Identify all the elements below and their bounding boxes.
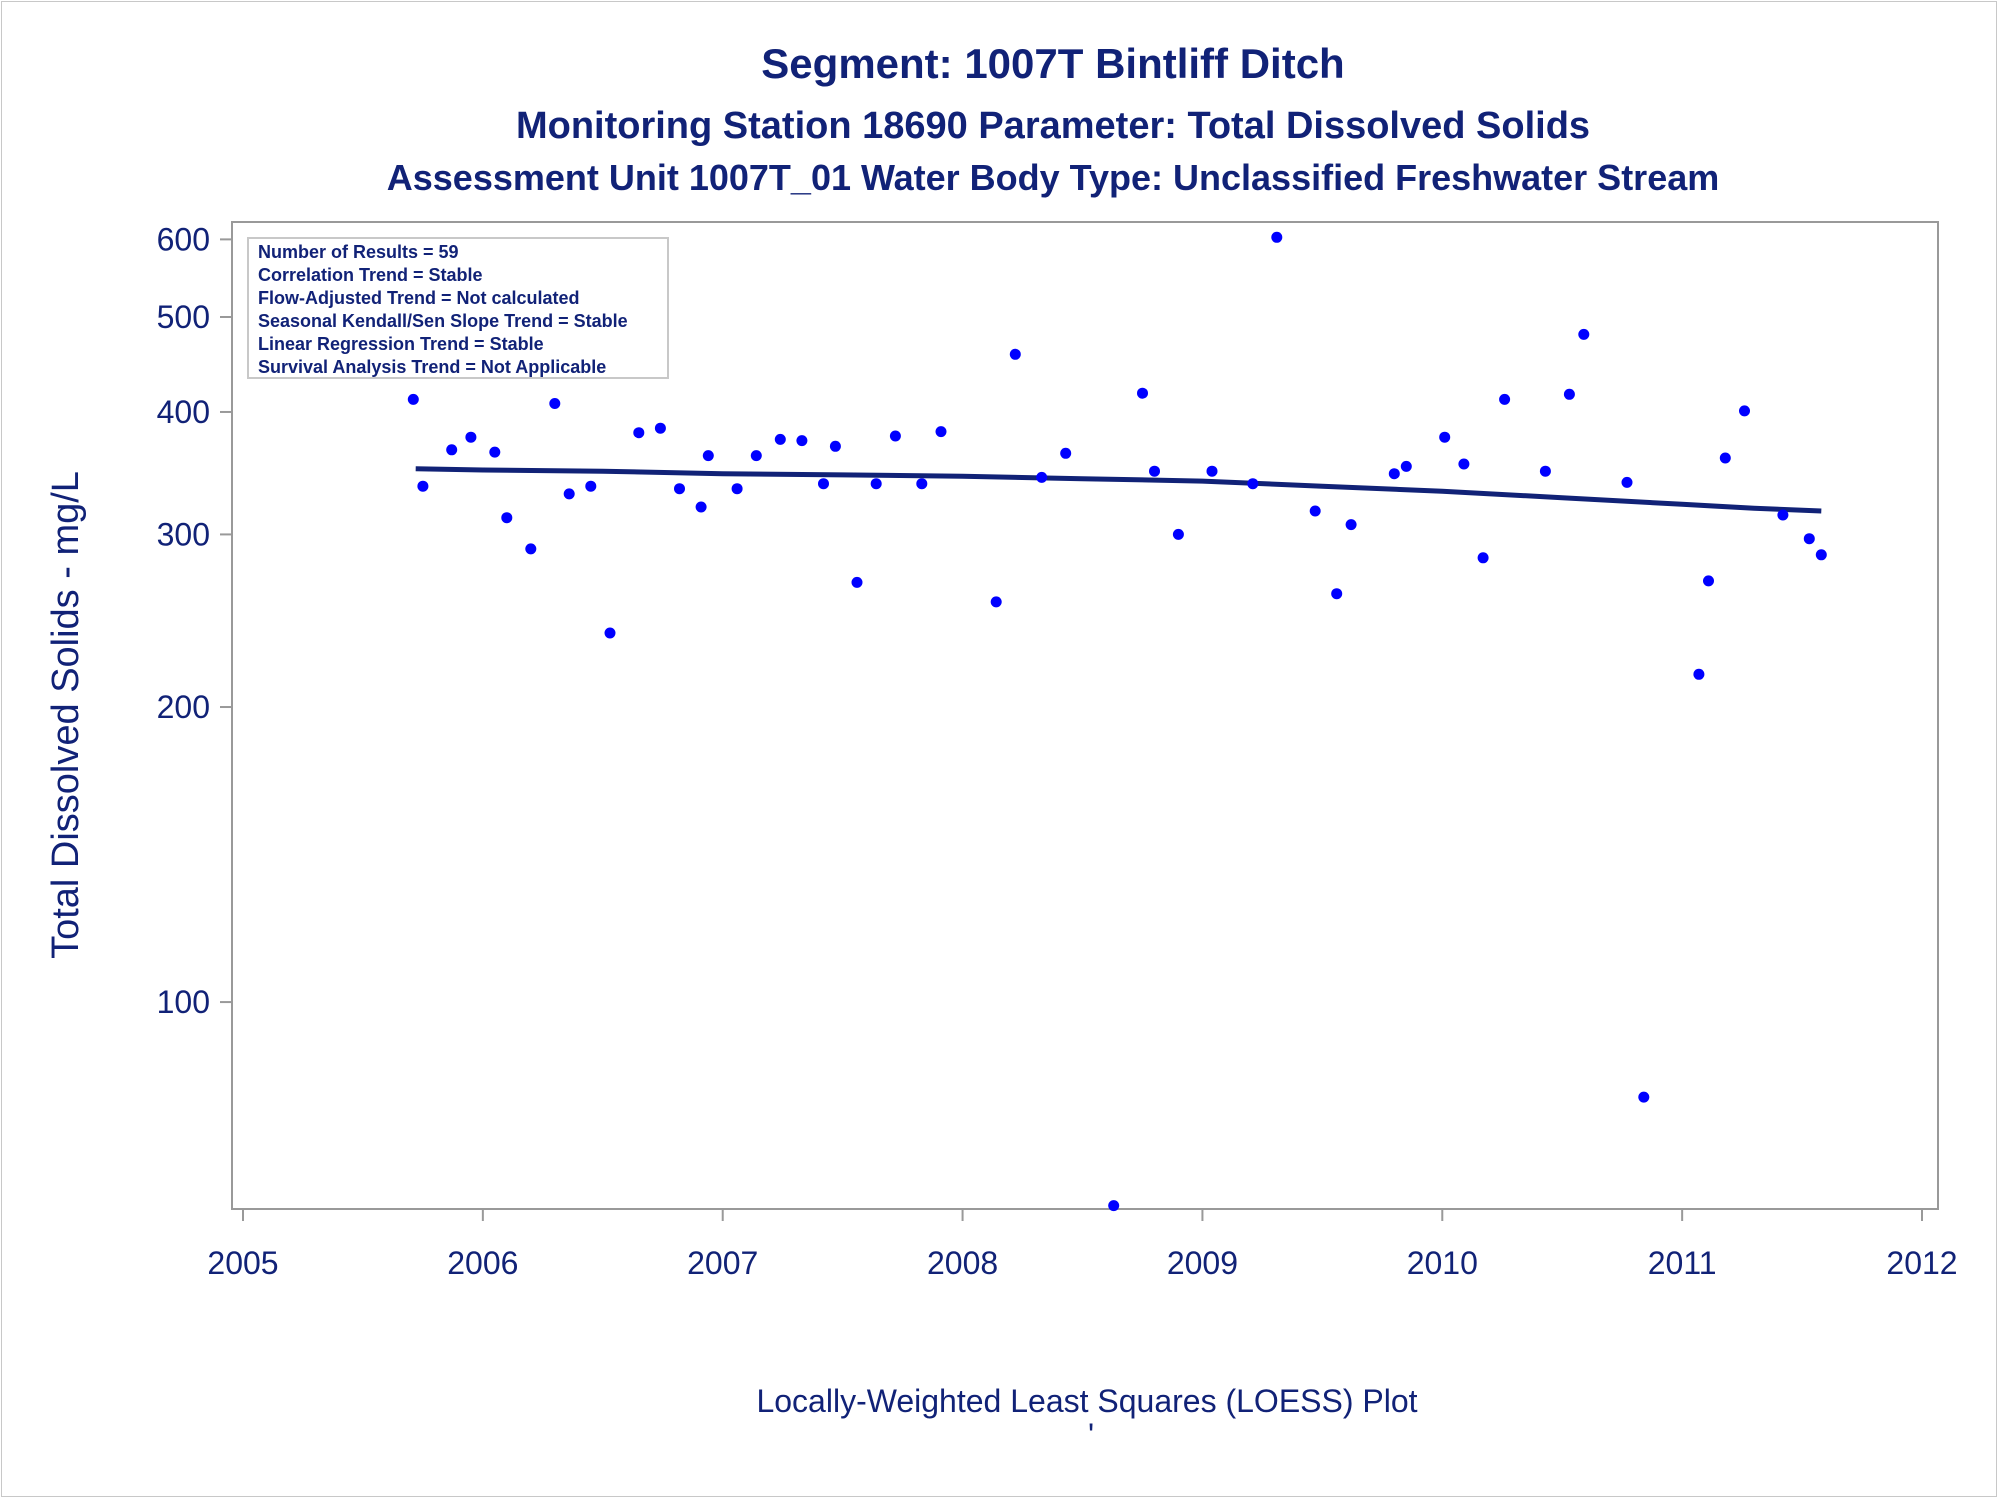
data-point xyxy=(818,478,829,490)
x-tick-label: 2009 xyxy=(1167,1245,1238,1281)
data-point xyxy=(563,488,575,500)
trend-summary-box: Number of Results = 59 Correlation Trend… xyxy=(247,237,669,379)
data-point xyxy=(870,478,882,490)
data-point xyxy=(1703,575,1714,587)
data-point xyxy=(1458,458,1470,470)
x-tick-label: 2012 xyxy=(1886,1245,1957,1281)
data-point xyxy=(525,543,537,555)
y-tick-label: 500 xyxy=(157,299,210,335)
x-tick-label: 2005 xyxy=(207,1245,278,1281)
data-point xyxy=(549,398,561,409)
data-point xyxy=(633,427,645,439)
data-point xyxy=(1499,393,1511,405)
x-tick-label: 2006 xyxy=(447,1245,518,1281)
data-point xyxy=(702,450,714,462)
data-point xyxy=(796,435,808,447)
x-tick-label: 2010 xyxy=(1407,1245,1478,1281)
data-point xyxy=(889,430,901,442)
data-point xyxy=(1149,465,1160,477)
data-point xyxy=(731,483,743,495)
chart-title: Segment: 1007T Bintliff Ditch xyxy=(761,40,1344,87)
data-point xyxy=(465,431,477,443)
loess-trend-line xyxy=(415,466,1822,514)
data-point xyxy=(1206,465,1218,477)
y-tick-label: 300 xyxy=(157,516,210,552)
data-point xyxy=(1331,588,1343,600)
data-point xyxy=(851,576,863,588)
y-tick-label: 400 xyxy=(157,394,210,430)
y-tick-label: 600 xyxy=(157,221,210,257)
chart-footnote: Locally-Weighted Least Squares (LOESS) P… xyxy=(756,1383,1417,1419)
data-point xyxy=(407,393,419,405)
data-point xyxy=(501,512,513,524)
data-point xyxy=(1388,468,1400,480)
data-point xyxy=(1578,328,1590,340)
data-point xyxy=(1247,478,1259,490)
data-point xyxy=(604,627,616,639)
x-tick-label: 2011 xyxy=(1648,1245,1717,1281)
data-point xyxy=(750,450,762,462)
y-axis-label: Total Dissolved Solids - mg/L xyxy=(45,471,87,959)
summary-linear-regression-trend: Linear Regression Trend = Stable xyxy=(258,334,544,354)
data-point xyxy=(990,596,1002,608)
summary-flow-adjusted-trend: Flow-Adjusted Trend = Not calculated xyxy=(258,288,580,308)
summary-survival-analysis-trend: Survival Analysis Trend = Not Applicable xyxy=(258,357,606,377)
data-point xyxy=(935,426,947,438)
y-tick-label: 100 xyxy=(157,984,210,1020)
data-point xyxy=(829,440,841,452)
data-point xyxy=(1621,476,1633,488)
data-point xyxy=(674,483,685,495)
data-point xyxy=(1638,1091,1650,1103)
data-point xyxy=(446,444,458,456)
summary-seasonal-kendall-trend: Seasonal Kendall/Sen Slope Trend = Stabl… xyxy=(258,311,628,331)
data-point xyxy=(1539,465,1551,477)
summary-correlation-trend: Correlation Trend = Stable xyxy=(258,265,483,285)
data-point xyxy=(1693,668,1705,680)
plot-area xyxy=(231,221,1939,1210)
data-point xyxy=(1172,528,1184,540)
data-point xyxy=(774,433,786,445)
data-point xyxy=(654,422,666,434)
data-point xyxy=(489,446,501,458)
data-point xyxy=(1137,387,1148,399)
data-point xyxy=(1309,505,1321,517)
loess-trend-layer xyxy=(415,466,1822,514)
x-tick-label: 2008 xyxy=(927,1245,998,1281)
data-point xyxy=(1036,471,1048,483)
data-point xyxy=(916,478,928,490)
x-tick-label: 2007 xyxy=(687,1245,758,1281)
data-point xyxy=(1439,431,1451,443)
chart-subtitle-station: Monitoring Station 18690 Parameter: Tota… xyxy=(516,105,1590,147)
data-point xyxy=(417,480,429,492)
data-point xyxy=(1815,549,1827,561)
data-point xyxy=(1271,231,1283,243)
data-point xyxy=(1803,533,1815,545)
data-point xyxy=(1739,405,1750,417)
data-point xyxy=(1477,552,1489,564)
summary-results-count: Number of Results = 59 xyxy=(258,242,459,262)
y-tick-label: 200 xyxy=(157,689,210,725)
data-point xyxy=(1009,348,1021,360)
footnote-mark: ' xyxy=(1088,1417,1094,1453)
data-point xyxy=(585,480,597,492)
y-axis: 100 200 300 400 500 600 xyxy=(157,221,232,1020)
x-axis: 2005 2006 2007 2008 2009 2010 2011 2012 xyxy=(207,1209,1958,1281)
data-point xyxy=(1345,519,1357,531)
data-point xyxy=(1777,509,1789,521)
data-point xyxy=(695,501,707,513)
data-point xyxy=(1563,388,1575,400)
data-point xyxy=(1400,460,1412,472)
data-point xyxy=(1108,1200,1120,1212)
data-point xyxy=(1719,452,1731,464)
trend-summary-border xyxy=(247,237,669,379)
data-point xyxy=(1060,447,1072,459)
chart-subtitle-assessment: Assessment Unit 1007T_01 Water Body Type… xyxy=(387,157,1720,198)
data-points-layer xyxy=(407,231,1827,1212)
